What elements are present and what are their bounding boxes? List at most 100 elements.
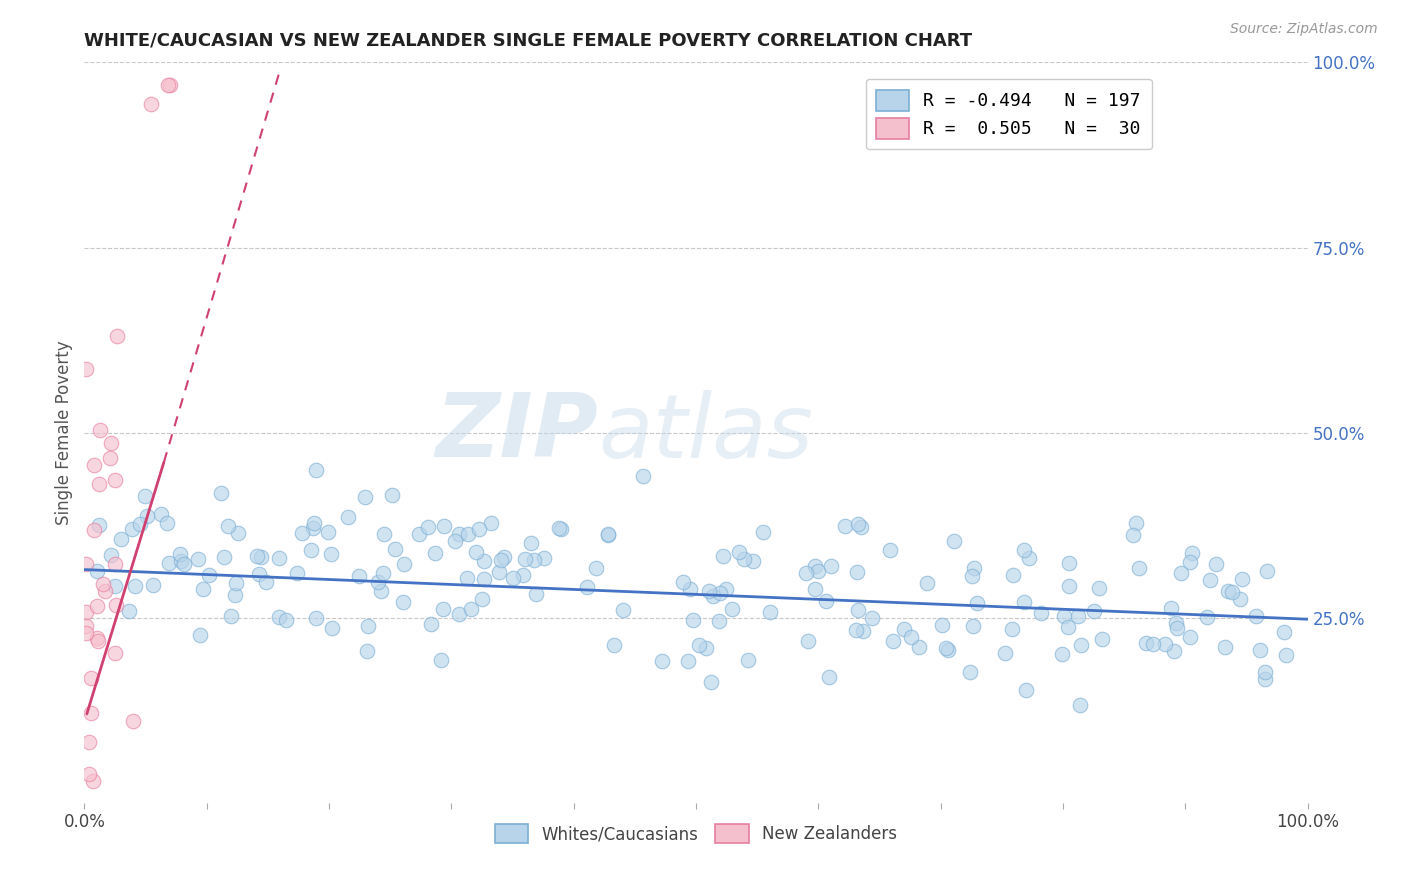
Point [794,566,817,580]
Point [1244,609,1267,624]
Point [502,571,524,585]
Point [246,549,269,563]
Point [75,558,97,572]
Point [523,553,546,567]
Point [846,517,869,532]
Point [533,550,555,565]
Point [908,640,931,655]
Point [471,591,494,606]
Point [156,516,179,531]
Point [356,618,378,632]
Point [274,614,297,628]
Point [104,646,127,660]
Point [121,522,143,536]
Point [336,510,359,524]
Point [188,628,211,642]
Point [301,521,323,535]
Point [224,588,246,602]
Point [713,549,735,563]
Point [373,526,395,541]
Point [752,525,775,540]
Point [82,773,104,788]
Point [797,634,820,648]
Point [707,614,730,628]
Point [105,329,128,343]
Point [197,568,219,582]
Point [1230,572,1253,586]
Point [576,580,599,594]
Point [1178,630,1201,644]
Point [83,458,105,472]
Point [1057,620,1080,634]
Point [75,618,97,632]
Point [456,570,478,584]
Point [170,554,193,568]
Point [87,517,110,532]
Text: ZIP: ZIP [436,389,598,476]
Point [124,579,146,593]
Point [651,654,673,668]
Point [104,557,127,571]
Point [77,766,100,780]
Point [159,78,181,92]
Point [602,638,624,652]
Point [817,670,839,684]
Point [299,543,322,558]
Point [460,602,482,616]
Point [1254,672,1277,686]
Point [547,520,569,534]
Point [1031,606,1053,620]
Point [1249,643,1271,657]
Point [250,550,273,565]
Point [893,623,915,637]
Point [513,552,536,566]
Point [416,520,439,534]
Point [845,623,868,637]
Point [1122,527,1144,541]
Point [219,608,242,623]
Point [75,362,97,376]
Point [935,640,957,655]
Point [212,549,235,564]
Point [851,624,873,638]
Point [1012,595,1035,609]
Point [392,558,415,572]
Point [1135,636,1157,650]
Point [1170,566,1192,580]
Point [915,576,938,591]
Point [1091,632,1114,647]
Point [142,578,165,592]
Point [433,519,456,533]
Point [285,566,308,580]
Point [105,598,128,612]
Point [217,518,239,533]
Point [100,436,122,450]
Point [520,535,543,549]
Point [134,490,156,504]
Point [1001,622,1024,636]
Point [122,714,145,729]
Point [291,526,314,541]
Point [733,551,755,566]
Point [1001,568,1024,582]
Point [1018,551,1040,566]
Point [367,575,389,590]
Point [678,653,700,667]
Point [117,604,139,618]
Point [75,605,97,619]
Point [695,640,717,655]
Point [936,643,959,657]
Point [1014,683,1036,698]
Point [1128,561,1150,575]
Point [479,516,502,530]
Point [1142,637,1164,651]
Point [141,97,163,112]
Point [157,557,180,571]
Point [1053,608,1076,623]
Point [1070,638,1092,652]
Point [1218,584,1240,599]
Point [98,450,121,465]
Point [1160,601,1182,615]
Point [80,671,103,685]
Point [737,653,759,667]
